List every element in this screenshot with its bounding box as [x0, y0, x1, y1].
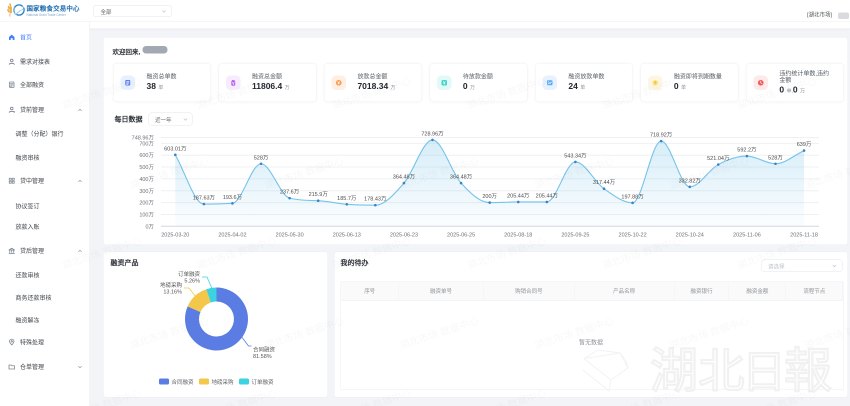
svg-text:订单融资: 订单融资 [178, 270, 201, 278]
svg-text:500万: 500万 [139, 164, 154, 171]
svg-text:364.48万: 364.48万 [450, 174, 473, 181]
svg-text:237.6万: 237.6万 [280, 189, 300, 196]
svg-text:205.44万: 205.44万 [536, 192, 559, 199]
svg-text:订单融资: 订单融资 [252, 378, 275, 386]
svg-text:700万: 700万 [139, 140, 154, 147]
svg-text:国家粮食交易中心: 国家粮食交易中心 [27, 3, 81, 12]
svg-text:317.44万: 317.44万 [593, 179, 616, 186]
svg-text:400万: 400万 [139, 176, 154, 183]
svg-text:215.9万: 215.9万 [309, 191, 329, 198]
svg-text:300万: 300万 [139, 188, 154, 195]
svg-text:5.26%: 5.26% [184, 279, 200, 285]
svg-text:地磅采购: 地磅采购 [160, 281, 183, 289]
svg-text:2025-11-18: 2025-11-18 [790, 232, 818, 238]
svg-text:200万: 200万 [139, 200, 154, 207]
svg-text:2025-10-24: 2025-10-24 [676, 232, 704, 238]
svg-text:521.04万: 521.04万 [707, 155, 730, 162]
svg-text:543.34万: 543.34万 [564, 152, 587, 159]
svg-text:2025-05-30: 2025-05-30 [276, 232, 304, 238]
svg-text:合同融资: 合同融资 [172, 378, 195, 386]
svg-text:592.2万: 592.2万 [737, 147, 757, 154]
svg-text:2025-06-25: 2025-06-25 [447, 232, 475, 238]
svg-text:639万: 639万 [797, 141, 812, 148]
svg-text:528万: 528万 [254, 154, 269, 161]
svg-text:合同融资: 合同融资 [253, 346, 276, 354]
svg-text:187.63万: 187.63万 [193, 195, 216, 202]
svg-text:2025-06-23: 2025-06-23 [390, 232, 418, 238]
svg-text:600万: 600万 [139, 152, 154, 159]
svg-text:332.82万: 332.82万 [679, 177, 702, 184]
svg-text:2025-11-06: 2025-11-06 [733, 232, 761, 238]
svg-text:National Grain Trade Center: National Grain Trade Center [27, 13, 66, 17]
svg-text:748.96万: 748.96万 [132, 135, 155, 142]
svg-text:185.7万: 185.7万 [337, 195, 357, 202]
svg-text:81.58%: 81.58% [253, 354, 272, 360]
svg-text:100万: 100万 [139, 211, 154, 218]
svg-text:178.43万: 178.43万 [364, 196, 387, 203]
svg-text:2025-04-02: 2025-04-02 [218, 232, 246, 238]
svg-text:2025-08-18: 2025-08-18 [504, 232, 532, 238]
svg-text:2025-03-20: 2025-03-20 [161, 232, 189, 238]
svg-text:2025-10-22: 2025-10-22 [619, 232, 647, 238]
svg-text:193.6万: 193.6万 [223, 194, 243, 201]
svg-text:603.01万: 603.01万 [164, 145, 187, 152]
svg-text:205.44万: 205.44万 [507, 192, 530, 199]
svg-text:364.48万: 364.48万 [393, 174, 416, 181]
svg-text:0万: 0万 [145, 223, 154, 230]
svg-text:地磅采购: 地磅采购 [212, 378, 235, 386]
svg-text:200万: 200万 [482, 193, 497, 200]
svg-text:718.92万: 718.92万 [650, 132, 673, 139]
svg-text:2025-09-25: 2025-09-25 [561, 232, 589, 238]
svg-text:528万: 528万 [768, 154, 783, 161]
svg-text:13.16%: 13.16% [163, 290, 182, 296]
svg-text:197.88万: 197.88万 [621, 193, 644, 200]
svg-text:728.96万: 728.96万 [421, 130, 444, 137]
svg-text:2025-06-13: 2025-06-13 [333, 232, 361, 238]
